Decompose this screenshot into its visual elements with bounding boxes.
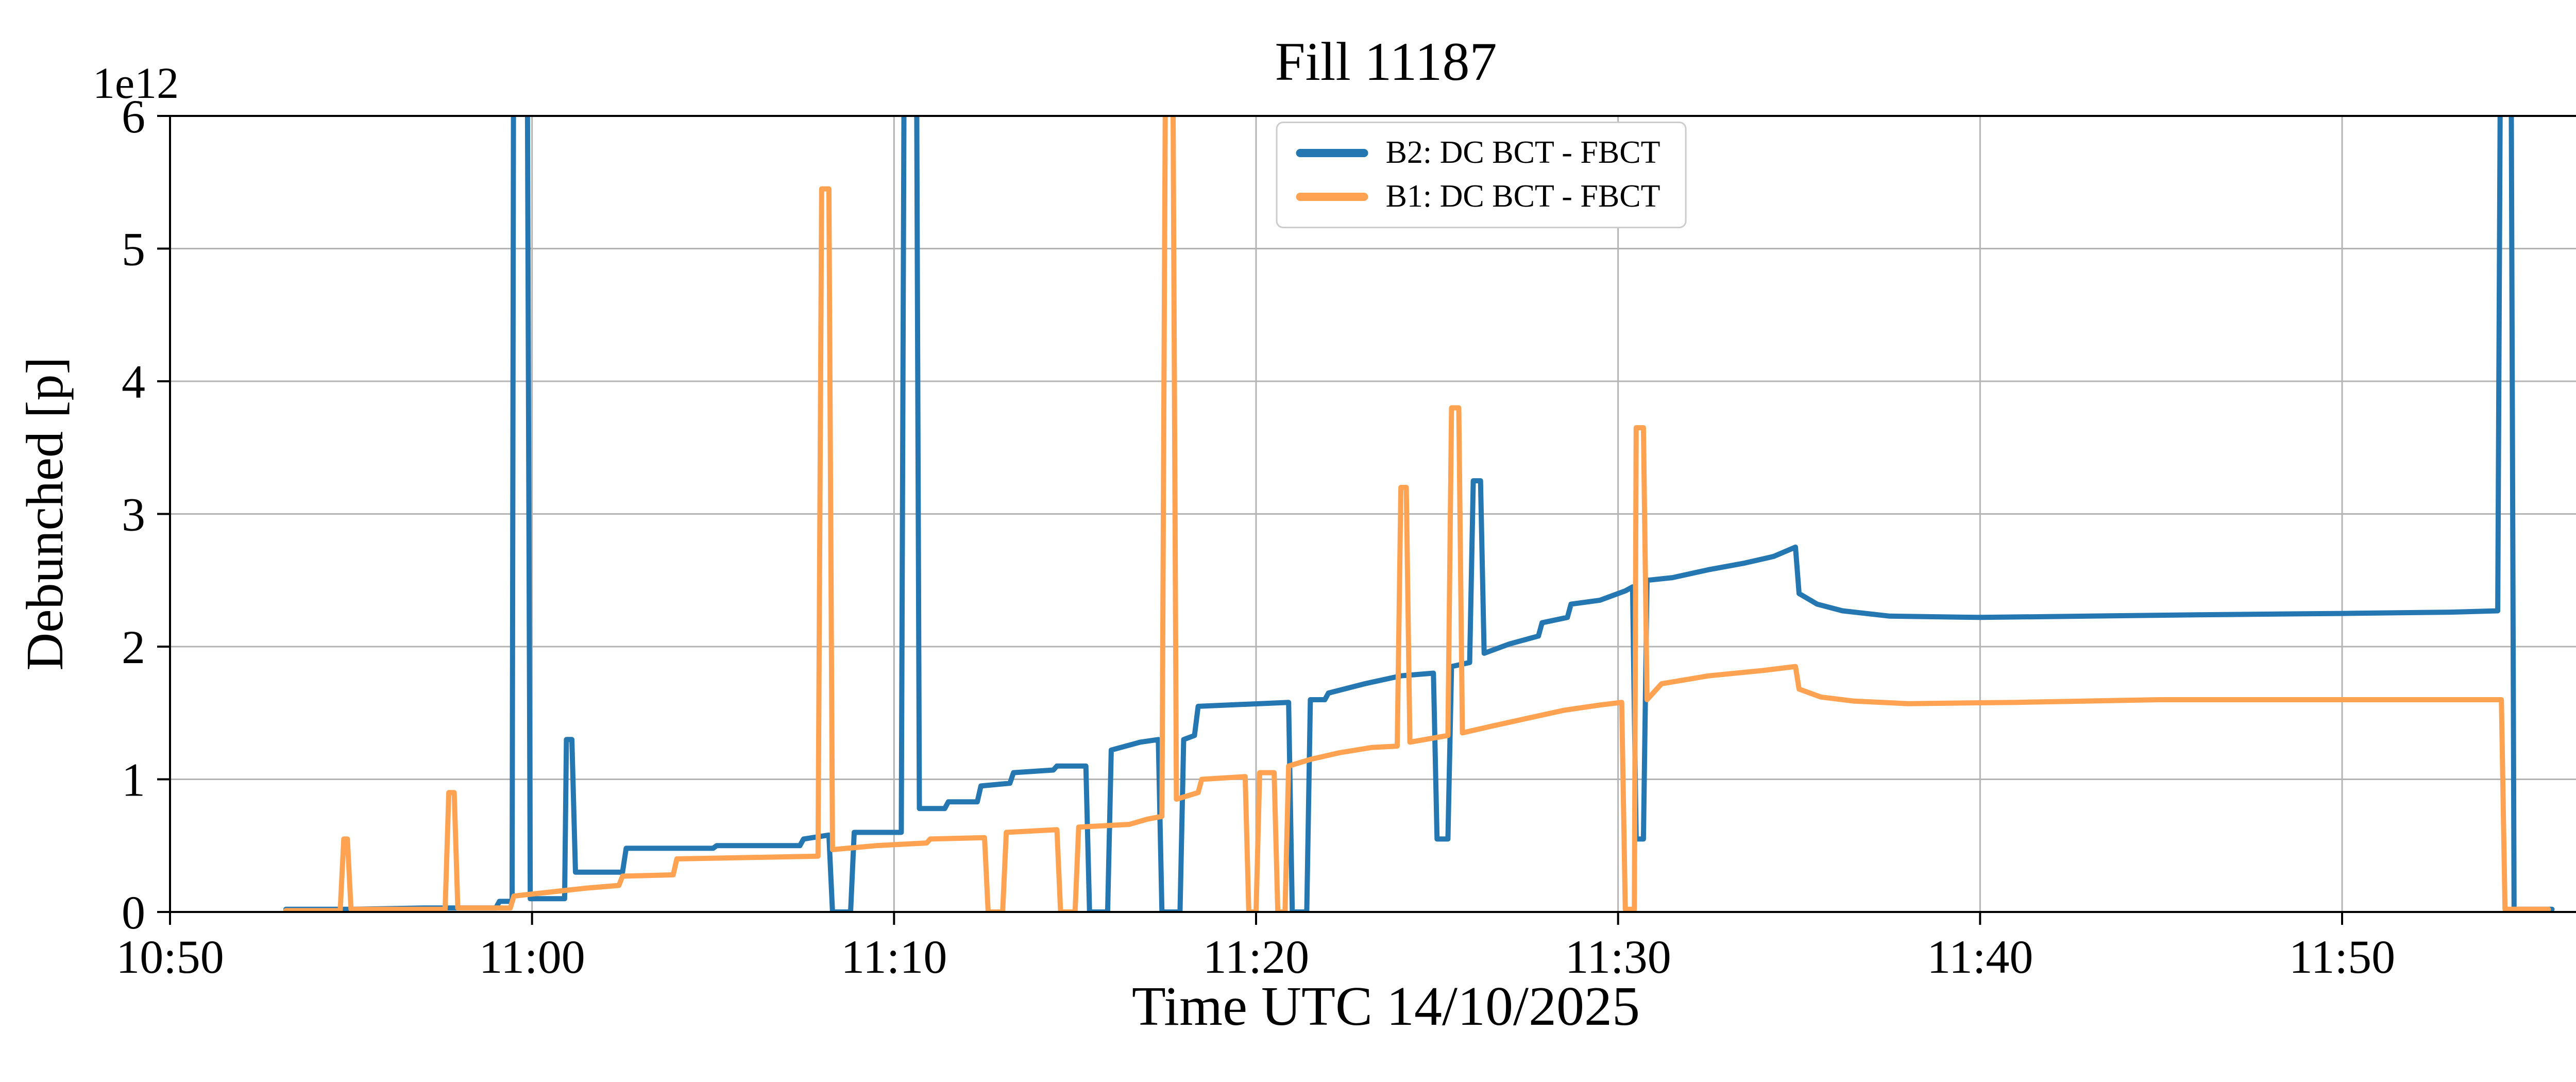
- x-tick-label: 11:50: [2289, 931, 2395, 983]
- x-tick-label: 11:40: [1927, 931, 2033, 983]
- x-tick-label: 11:20: [1203, 931, 1309, 983]
- y-axis-label: Debunched [p]: [16, 357, 74, 671]
- tick-labels: 10:50 11:00 11:10 11:20 11:30 11:40 11:50 0 1 2 3 4…: [116, 90, 2395, 983]
- legend-swatch: [1296, 192, 1368, 201]
- y-tick-label: 4: [122, 356, 145, 408]
- x-tick-label: 11:00: [479, 931, 585, 983]
- series-line-b1: [283, 116, 2551, 912]
- y-tick-label: 6: [122, 90, 145, 143]
- series-line-b2: [283, 116, 2555, 912]
- y-axis-offset-label: 1e12: [93, 58, 179, 108]
- series-group: [283, 116, 2555, 912]
- x-tick-label: 11:10: [841, 931, 947, 983]
- y-tick-label: 2: [122, 621, 145, 673]
- y-tick-label: 1: [122, 754, 145, 806]
- x-tick-label: 10:50: [116, 931, 224, 983]
- legend-item: B2: DC BCT - FBCT: [1296, 134, 1660, 171]
- ticks: [157, 115, 2343, 925]
- legend-label: B2: DC BCT - FBCT: [1385, 135, 1660, 170]
- y-tick-label: 5: [122, 223, 145, 276]
- legend: B2: DC BCT - FBCT B1: DC BCT - FBCT: [1276, 122, 1687, 228]
- y-tick-label: 0: [122, 886, 145, 939]
- legend-item: B1: DC BCT - FBCT: [1296, 178, 1660, 215]
- y-tick-label: 3: [122, 488, 145, 541]
- legend-swatch: [1296, 148, 1368, 157]
- x-tick-label: 11:30: [1565, 931, 1671, 983]
- chart-title: Fill 11187: [1275, 31, 1497, 92]
- legend-label: B1: DC BCT - FBCT: [1385, 179, 1660, 214]
- x-axis-label: Time UTC 14/10/2025: [1131, 976, 1640, 1037]
